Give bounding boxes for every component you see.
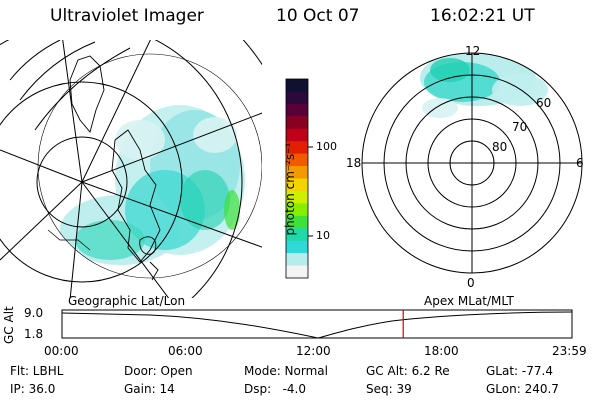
left-emission-region	[60, 105, 245, 265]
colorbar-cell	[286, 228, 308, 242]
info-gc-alt: GC Alt: 6.2 Re	[366, 364, 450, 378]
colorbar-cell	[286, 141, 308, 155]
colorbar-cell	[286, 265, 308, 279]
colorbar-cell	[286, 153, 308, 167]
colorbar-cell	[286, 178, 308, 192]
mlat-label-80: 80	[492, 140, 508, 154]
colorbar	[285, 78, 313, 279]
info-flt: Flt: LBHL	[10, 364, 64, 378]
colorbar-cell	[286, 240, 308, 254]
timeline-xtick-0000: 00:00	[44, 344, 79, 358]
timeline-ytick-1-8: 1.8	[24, 327, 44, 341]
colorbar-cell	[286, 91, 308, 105]
apex-caption: Apex MLat/MLT	[424, 294, 514, 308]
timeline-xtick-1800: 18:00	[424, 344, 459, 358]
mlat-label-60: 60	[536, 96, 552, 110]
mlat-label-70: 70	[512, 120, 528, 134]
colorbar-cell	[286, 166, 308, 179]
info-mode: Mode: Normal	[244, 364, 328, 378]
time-label: 16:02:21 UT	[430, 6, 535, 26]
info-door: Door: Open	[124, 364, 193, 378]
mlt-label-6: 6	[576, 156, 584, 170]
colorbar-unit-label: photon cm⁻²s⁻¹	[283, 142, 297, 236]
mlt-label-12: 12	[465, 44, 481, 58]
colorbar-cell	[286, 253, 308, 267]
colorbar-cell	[286, 116, 308, 130]
info-glon: GLon: 240.7	[486, 382, 559, 396]
timeline-axis-label: GC Alt	[2, 306, 16, 344]
colorbar-cell	[286, 79, 308, 92]
colorbar-cell	[286, 128, 308, 142]
colorbar-cell	[286, 215, 308, 229]
timeline-xtick-2359: 23:59	[552, 344, 587, 358]
timeline-plot	[61, 309, 573, 339]
info-dsp: Dsp: -4.0	[244, 382, 307, 396]
colorbar-cell	[286, 203, 308, 217]
timeline-xtick-1200: 12:00	[296, 344, 331, 358]
colorbar-tick-10: 10	[316, 229, 330, 242]
info-ip: IP: 36.0	[10, 382, 56, 396]
geographic-map	[0, 40, 262, 298]
colorbar-tick-100: 100	[316, 140, 337, 153]
mlt-label-0: 0	[467, 276, 475, 290]
info-glat: GLat: -77.4	[486, 364, 553, 378]
instrument-title: Ultraviolet Imager	[50, 6, 204, 26]
colorbar-cell	[286, 190, 308, 204]
info-seq: Seq: 39	[366, 382, 412, 396]
info-gain: Gain: 14	[124, 382, 175, 396]
magnetic-map	[361, 52, 583, 274]
right-emission-region	[420, 53, 548, 118]
colorbar-cell	[286, 103, 308, 117]
timeline-ytick-9: 9.0	[24, 306, 44, 320]
date-label: 10 Oct 07	[276, 6, 360, 26]
mlt-label-18: 18	[346, 156, 362, 170]
timeline-xtick-0600: 06:00	[168, 344, 203, 358]
geographic-caption: Geographic Lat/Lon	[68, 294, 186, 308]
